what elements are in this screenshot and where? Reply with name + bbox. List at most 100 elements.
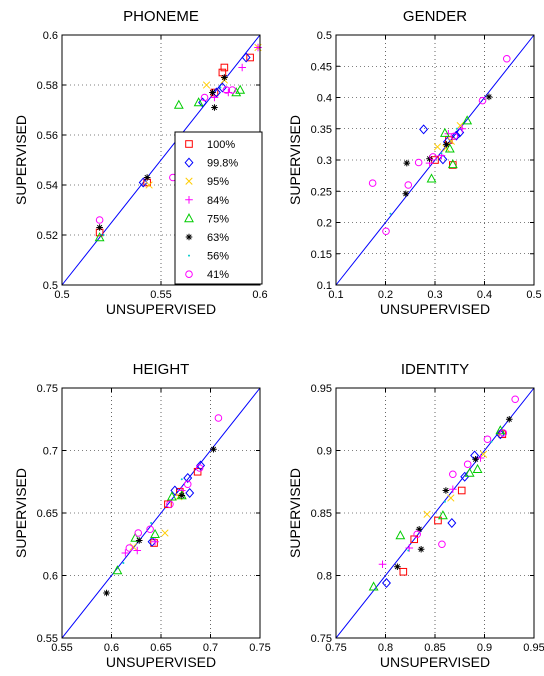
data-point	[447, 517, 457, 529]
data-point	[231, 87, 242, 97]
data-point	[161, 529, 169, 537]
data-point	[193, 467, 202, 476]
data-point	[178, 492, 186, 499]
data-point	[211, 104, 218, 111]
data-point	[130, 532, 141, 542]
y-tick-label: 0.75	[37, 383, 58, 395]
y-tick-label: 0.6	[43, 571, 58, 583]
data-point	[382, 227, 390, 236]
data-point	[407, 549, 410, 552]
data-point	[112, 565, 123, 575]
data-point	[254, 43, 262, 52]
data-point	[382, 577, 391, 589]
data-point	[464, 467, 475, 477]
data-point	[447, 159, 458, 169]
data-point	[166, 491, 177, 501]
x-tick-label: 0.7	[203, 642, 218, 654]
y-tick-label: 0.58	[37, 80, 58, 92]
data-point	[414, 158, 423, 167]
y-axis-label: SUPERVISED	[13, 115, 29, 205]
data-point	[447, 494, 455, 502]
data-point	[151, 537, 159, 546]
data-point	[476, 454, 485, 462]
x-tick-label: 0.8	[378, 642, 393, 654]
data-point	[134, 529, 143, 537]
data-point	[185, 487, 195, 499]
data-point	[164, 500, 172, 509]
data-point	[102, 234, 105, 236]
data-point	[121, 549, 130, 557]
data-point	[449, 485, 457, 494]
data-point	[138, 177, 148, 188]
y-tick-label: 0.5	[43, 280, 58, 292]
legend-box	[174, 131, 263, 285]
data-point	[434, 516, 442, 525]
chart-title: PHONEME	[123, 8, 199, 25]
x-axis-label: UNSUPERVISED	[380, 654, 490, 670]
y-tick-label: 0.85	[311, 508, 332, 520]
data-point	[202, 81, 211, 89]
data-point	[96, 224, 103, 231]
data-point	[415, 525, 423, 533]
y-tick-label: 0.52	[37, 230, 58, 242]
legend-label: 100%	[207, 139, 235, 151]
data-point	[228, 86, 237, 94]
data-point	[443, 141, 450, 148]
y-tick-label: 0.8	[317, 571, 332, 583]
y-tick-label: 0.54	[37, 180, 58, 192]
x-tick-label: 0.75	[325, 642, 346, 654]
data-point	[394, 563, 401, 571]
data-point	[419, 124, 429, 135]
data-point	[485, 93, 493, 101]
data-point	[95, 216, 104, 224]
data-point	[221, 74, 228, 81]
x-tick-label: 0.55	[150, 289, 171, 301]
data-point	[502, 54, 511, 63]
data-point	[440, 152, 443, 155]
data-point	[143, 174, 151, 181]
data-point	[433, 143, 442, 151]
x-tick-label: 0.5	[54, 289, 69, 301]
x-axis-label: UNSUPERVISED	[106, 301, 216, 317]
x-tick-label: 0.4	[477, 289, 492, 301]
y-axis-label: SUPERVISED	[287, 468, 303, 558]
data-point	[499, 429, 508, 437]
data-point	[402, 190, 410, 198]
legend-marker	[185, 233, 193, 241]
data-point	[479, 450, 488, 458]
legend-label: 56%	[207, 251, 229, 263]
x-tick-label: 0.6	[104, 642, 119, 654]
chart-panel-1: 0.5 0.55 0.6 0.5 0.52 0.54 0.56 0.58 0.6 PHONEME U…	[13, 8, 268, 317]
data-point	[413, 530, 421, 539]
chart-title: GENDER	[403, 8, 467, 25]
data-point	[478, 96, 487, 105]
data-point	[193, 97, 204, 107]
identity-line	[335, 387, 535, 639]
data-point	[455, 127, 458, 130]
data-point	[145, 181, 153, 189]
y-tick-label: 0.2	[317, 218, 332, 230]
x-tick-label: 0.95	[523, 642, 544, 654]
data-point	[460, 471, 470, 482]
data-point	[195, 464, 204, 472]
y-tick-label: 0.6	[43, 30, 58, 42]
data-point	[472, 455, 479, 463]
x-tick-label: 0.5	[526, 289, 541, 301]
data-point	[368, 179, 377, 187]
y-tick-label: 0.1	[317, 280, 332, 292]
legend-marker	[185, 196, 193, 204]
data-point	[200, 93, 209, 102]
data-point	[405, 544, 414, 552]
data-point	[450, 132, 459, 141]
identity-line	[61, 387, 261, 639]
x-tick-label: 0.55	[51, 642, 72, 654]
data-point	[458, 124, 467, 133]
data-point	[463, 460, 472, 469]
y-tick-label: 0.25	[311, 186, 332, 198]
data-point	[483, 435, 492, 444]
data-point	[426, 155, 433, 163]
y-axis-label: SUPERVISED	[13, 468, 29, 558]
chart-panel-4: 0.75 0.8 0.85 0.9 0.95 0.75 0.8 0.85 0.9 0.95 IDEN…	[287, 361, 544, 670]
data-point	[220, 63, 229, 72]
